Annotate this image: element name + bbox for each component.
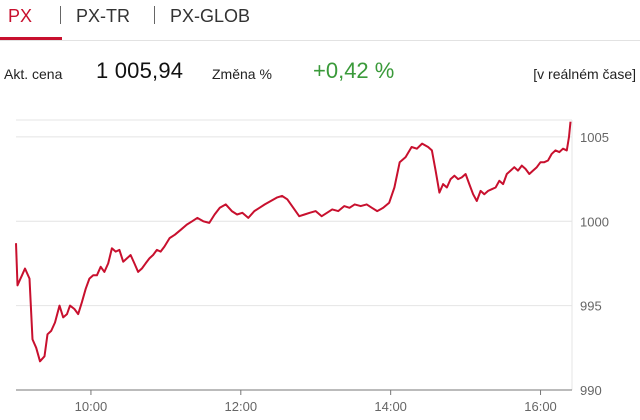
change-value: +0,42 %: [313, 58, 395, 83]
x-axis: 10:00 12:00 14:00 16:00: [16, 389, 572, 414]
y-axis: 1005 1000 995 990: [580, 130, 609, 398]
price-chart: 10:00 12:00 14:00 16:00 1005 1000 995 990: [15, 119, 609, 414]
quote-bar: Akt. cena 1 005,94 Změna % +0,42 % [v re…: [0, 52, 640, 88]
index-tabs: PX PX-TR PX-GLOB: [0, 0, 640, 41]
tab-divider: [154, 6, 155, 24]
active-tab-indicator: [0, 37, 62, 40]
x-tick-label: 10:00: [75, 399, 108, 414]
tab-divider: [60, 6, 61, 24]
change-label: Změna %: [212, 66, 272, 82]
tab-px-glob[interactable]: PX-GLOB: [170, 6, 251, 26]
price-label: Akt. cena: [4, 66, 63, 82]
realtime-indicator: [v reálném čase]: [533, 66, 636, 82]
y-tick-label: 1000: [580, 214, 609, 229]
x-tick-label: 16:00: [524, 399, 557, 414]
y-tick-label: 995: [580, 299, 602, 314]
y-tick-label: 1005: [580, 130, 609, 145]
series-line-px: [15, 121, 572, 363]
x-tick-label: 14:00: [374, 399, 407, 414]
tab-px[interactable]: PX: [8, 6, 33, 26]
chart-grid: [16, 119, 573, 391]
tab-px-tr[interactable]: PX-TR: [76, 6, 130, 26]
y-tick-label: 990: [580, 383, 602, 398]
current-price: 1 005,94: [96, 58, 184, 83]
x-tick-label: 12:00: [225, 399, 258, 414]
